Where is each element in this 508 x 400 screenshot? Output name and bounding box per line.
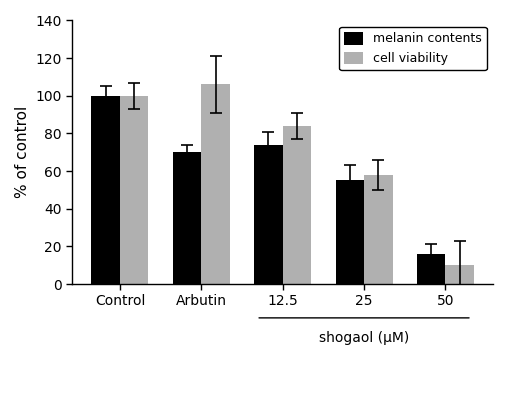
Text: shogaol (μM): shogaol (μM) xyxy=(319,331,409,345)
Y-axis label: % of control: % of control xyxy=(15,106,30,198)
Bar xyxy=(91,96,120,284)
Bar xyxy=(173,152,201,284)
Bar xyxy=(336,180,364,284)
Bar xyxy=(417,254,446,284)
Bar xyxy=(201,84,230,284)
Bar xyxy=(364,175,393,284)
Bar xyxy=(254,145,282,284)
Bar xyxy=(120,96,148,284)
Bar xyxy=(446,265,474,284)
Legend: melanin contents, cell viability: melanin contents, cell viability xyxy=(339,27,487,70)
Bar xyxy=(282,126,311,284)
